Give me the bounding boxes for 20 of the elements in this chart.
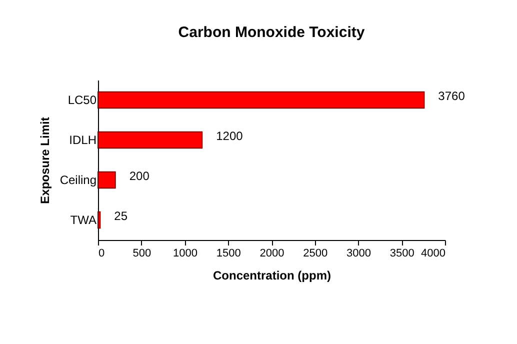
data-label: 1200 (216, 129, 244, 143)
y-tick-label: IDLH (69, 133, 96, 147)
x-axis-title: Concentration (ppm) (213, 268, 331, 282)
x-tick-label: 1000 (173, 248, 198, 260)
data-label: 3760 (438, 89, 466, 103)
data-label: 25 (114, 209, 128, 223)
x-tick-label: 1500 (216, 248, 241, 260)
chart-title: Carbon Monoxide Toxicity (178, 24, 366, 41)
y-axis-title: Exposure Limit (38, 117, 52, 204)
x-tick-label: 3000 (346, 248, 371, 260)
x-tick-label: 3500 (390, 248, 414, 260)
y-tick-label: TWA (70, 213, 96, 227)
y-tick-label: LC50 (68, 93, 97, 107)
x-tick-label: 2500 (303, 248, 328, 260)
x-tick-label: 500 (132, 248, 152, 260)
data-label: 200 (129, 169, 150, 183)
x-tick-label: 0 (98, 248, 105, 260)
y-tick-label: Ceiling (60, 173, 96, 187)
x-tick-label: 2000 (260, 248, 284, 260)
x-tick-label: 4000 (421, 248, 446, 260)
